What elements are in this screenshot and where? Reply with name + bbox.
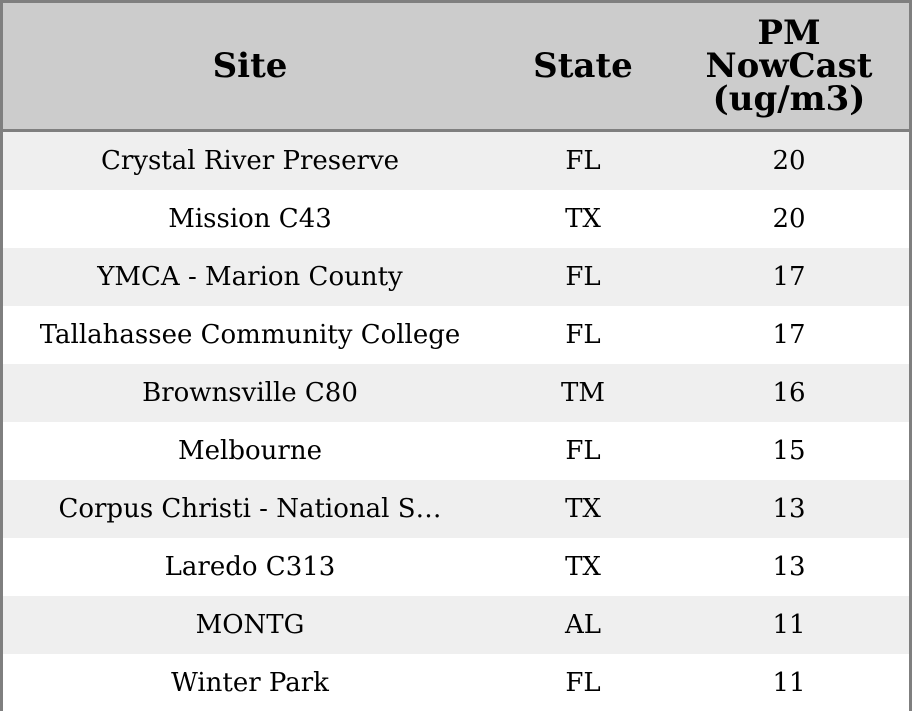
cell-pm-nowcast: 11	[772, 668, 806, 698]
table-body: Crystal River Preserve FL 20 Mission C43 TX 2…	[3, 132, 909, 712]
cell-pm-nowcast: 17	[772, 320, 806, 350]
cell-pm-nowcast: 15	[772, 436, 806, 466]
cell-site: Laredo C313	[164, 552, 336, 582]
table-row: Corpus Christi - National S… TX 13	[3, 480, 909, 538]
cell-pm-nowcast: 13	[772, 552, 806, 582]
table-row: Brownsville C80 TM 16	[3, 364, 909, 422]
cell-site: Tallahassee Community College	[39, 320, 461, 350]
cell-site: Corpus Christi - National S…	[58, 494, 442, 524]
header-pm-nowcast: PM NowCast (ug/m3)	[705, 12, 873, 119]
cell-state: FL	[565, 146, 601, 176]
cell-pm-nowcast: 16	[772, 378, 806, 408]
cell-site: YMCA - Marion County	[97, 262, 403, 292]
cell-state: FL	[565, 262, 601, 292]
cell-state: TX	[565, 204, 601, 234]
cell-site: MONTG	[195, 610, 305, 640]
table-row: Laredo C313 TX 13	[3, 538, 909, 596]
table-row: Mission C43 TX 20	[3, 190, 909, 248]
cell-pm-nowcast: 20	[772, 204, 806, 234]
table-row: YMCA - Marion County FL 17	[3, 248, 909, 306]
cell-site: Crystal River Preserve	[100, 146, 400, 176]
table-row: Crystal River Preserve FL 20	[3, 132, 909, 190]
cell-pm-nowcast: 20	[772, 146, 806, 176]
cell-state: FL	[565, 320, 601, 350]
cell-pm-nowcast: 17	[772, 262, 806, 292]
cell-pm-nowcast: 11	[772, 610, 806, 640]
cell-state: FL	[565, 436, 601, 466]
cell-site: Winter Park	[171, 668, 329, 698]
header-state: State	[533, 45, 633, 86]
cell-state: AL	[564, 610, 602, 640]
cell-state: TM	[561, 378, 605, 408]
header-site: Site	[212, 45, 288, 86]
table-row: Tallahassee Community College FL 17	[3, 306, 909, 364]
table-row: MONTG AL 11	[3, 596, 909, 654]
cell-state: TX	[565, 494, 601, 524]
cell-state: FL	[565, 668, 601, 698]
table-row: Winter Park FL 11	[3, 654, 909, 712]
table-row: Melbourne FL 15	[3, 422, 909, 480]
cell-site: Mission C43	[168, 204, 332, 234]
cell-site: Melbourne	[178, 436, 322, 466]
cell-state: TX	[565, 552, 601, 582]
cell-pm-nowcast: 13	[772, 494, 806, 524]
table-header: Site State PM NowCast (ug/m3)	[3, 3, 909, 132]
cell-site: Brownsville C80	[142, 378, 358, 408]
